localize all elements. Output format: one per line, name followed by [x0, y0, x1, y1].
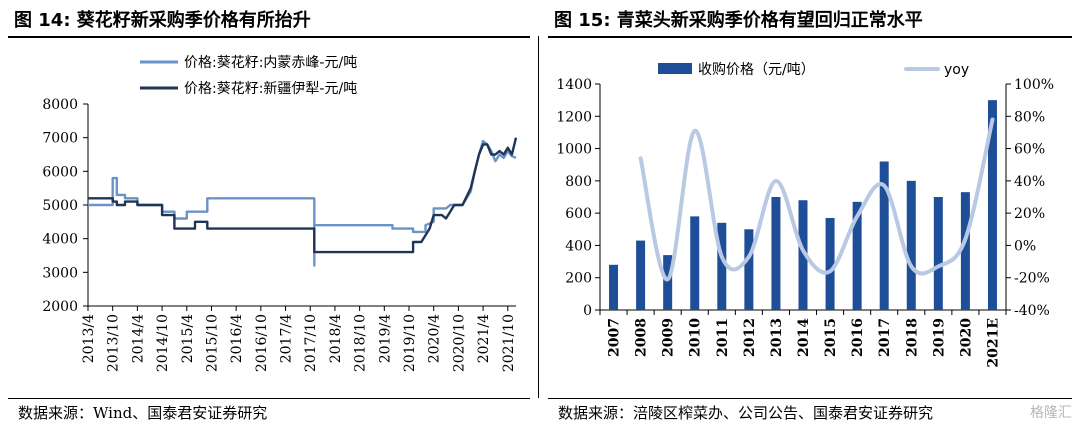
left-x-tick-label: 2017/4	[279, 314, 295, 363]
left-series-line-1	[88, 139, 517, 267]
left-y-tick-label: 8000	[42, 97, 78, 113]
left-x-tick-label: 2017/10	[303, 314, 319, 372]
left-x-tick-label: 2013/4	[81, 314, 97, 363]
right-legend-label-yoy: yoy	[944, 62, 969, 78]
right-source-note: 数据来源：涪陵区榨菜办、公司公告、国泰君安证券研究	[558, 404, 934, 422]
left-x-tick-label: 2018/4	[328, 314, 344, 363]
left-source-note: 数据来源：Wind、国泰君安证券研究	[18, 404, 268, 422]
left-series-line-2	[88, 137, 518, 254]
right-y-tick-label: 1200	[556, 109, 592, 125]
right-x-tick-label: 2012	[742, 318, 758, 357]
right-y-tick-label: 1000	[556, 142, 592, 158]
right-y-tick-label: 0	[583, 303, 592, 319]
right-bar	[879, 161, 889, 310]
left-x-tick-label: 2020/10	[451, 314, 467, 372]
right-y-tick-label: 600	[565, 206, 592, 222]
right-y-tick-label: 1400	[556, 77, 592, 93]
left-y-tick-label: 5000	[42, 198, 78, 214]
right-bar	[663, 255, 673, 310]
right-y2-tick-label: 0%	[1014, 238, 1036, 254]
left-x-tick-label: 2016/4	[229, 314, 245, 363]
right-bar	[825, 217, 835, 310]
right-y2-tick-label: 40%	[1014, 174, 1045, 190]
left-bottom-rule	[8, 398, 530, 399]
right-bar	[771, 197, 781, 310]
right-bar	[636, 240, 646, 310]
left-chart: 2000 3000 4000 5000 6000 7000 8000 2013/4 2013/1…	[42, 55, 518, 372]
right-y2-tick-label: 60%	[1014, 142, 1045, 158]
right-x-tick-label: 2011	[715, 318, 731, 357]
left-x-tick-label: 2015/10	[204, 314, 220, 372]
right-y-tick-label: 400	[565, 238, 592, 254]
left-top-rule	[8, 36, 530, 38]
right-y2-tick-label: -40%	[1014, 303, 1050, 319]
left-x-tick-label: 2018/10	[353, 314, 369, 372]
right-bar	[798, 200, 808, 310]
right-bar	[690, 216, 700, 310]
right-bottom-rule	[548, 398, 1072, 399]
right-top-rule	[548, 36, 1072, 38]
left-x-tick-label: 2016/10	[254, 314, 270, 372]
right-x-tick-label: 2008	[634, 318, 650, 357]
right-x-tick-label: 2021E	[985, 318, 1001, 368]
right-bar	[744, 229, 754, 310]
left-y-tick-label: 4000	[42, 232, 78, 248]
right-x-tick-label: 2014	[796, 318, 812, 357]
panel-divider	[538, 36, 539, 398]
right-bar	[906, 180, 916, 310]
right-bar	[852, 201, 862, 310]
right-chart: 0 200 400 600 800 1000 1200 1400 -40% -20% 0% 20% 40…	[556, 62, 1054, 368]
right-y2-tick-label: -20%	[1014, 271, 1050, 287]
right-figure-title: 图 15: 青菜头新采购季价格有望回归正常水平	[554, 10, 923, 31]
left-y-tick-label: 2000	[42, 299, 78, 315]
watermark-logo: 格隆汇	[1030, 405, 1072, 421]
left-y-tick-label: 6000	[42, 164, 78, 180]
left-legend-label-2: 价格:葵花籽:新疆伊犁-元/吨	[184, 81, 357, 97]
right-x-tick-label: 2016	[850, 318, 866, 357]
left-x-tick-label: 2019/10	[402, 314, 418, 372]
right-x-tick-label: 2019	[931, 318, 947, 357]
right-bar	[609, 264, 619, 310]
right-x-tick-label: 2017	[877, 318, 893, 357]
right-y-tick-label: 800	[565, 174, 592, 190]
right-yoy-line	[638, 117, 995, 282]
left-figure-title: 图 14: 葵花籽新采购季价格有所抬升	[14, 10, 311, 31]
right-legend-label-bar: 收购价格（元/吨）	[698, 62, 815, 78]
right-x-tick-label: 2009	[661, 318, 677, 357]
left-x-tick-label: 2021/10	[501, 314, 517, 372]
right-y-tick-label: 200	[565, 271, 592, 287]
right-bar	[933, 197, 943, 310]
right-x-tick-label: 2007	[607, 318, 623, 357]
left-x-tick-label: 2021/4	[476, 314, 492, 363]
right-bar	[987, 100, 997, 311]
left-x-tick-label: 2013/10	[106, 314, 122, 372]
right-x-tick-label: 2015	[823, 318, 839, 357]
right-y2-tick-label: 80%	[1014, 109, 1045, 125]
left-figure-panel: 图 14: 葵花籽新采购季价格有所抬升 2000 3000 4000 5000 6000…	[0, 0, 538, 432]
right-bar	[717, 222, 727, 310]
left-x-tick-label: 2014/10	[155, 314, 171, 372]
right-figure-panel: 图 15: 青菜头新采购季价格有望回归正常水平 0 200 400 600 800 100…	[540, 0, 1080, 432]
right-x-tick-label: 2020	[958, 318, 974, 357]
right-y2-tick-label: 20%	[1014, 206, 1045, 222]
right-bar	[960, 192, 970, 310]
right-x-tick-label: 2018	[904, 318, 920, 357]
right-y2-tick-label: 100%	[1014, 77, 1054, 93]
left-legend-label-1: 价格:葵花籽:内蒙赤峰-元/吨	[184, 55, 357, 71]
right-legend-swatch-bar	[658, 63, 692, 74]
left-x-tick-label: 2020/4	[427, 314, 443, 363]
left-y-tick-label: 7000	[42, 131, 78, 147]
left-x-tick-label: 2019/4	[377, 314, 393, 363]
left-y-tick-label: 3000	[42, 265, 78, 281]
right-x-tick-label: 2013	[769, 318, 785, 357]
right-x-tick-label: 2010	[688, 318, 704, 357]
left-x-tick-label: 2014/4	[130, 314, 146, 363]
left-x-tick-label: 2015/4	[180, 314, 196, 363]
